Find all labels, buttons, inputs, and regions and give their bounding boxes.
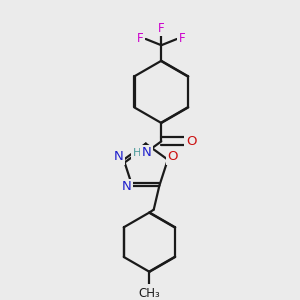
Text: F: F bbox=[178, 32, 185, 46]
Text: F: F bbox=[137, 32, 144, 46]
Text: O: O bbox=[186, 135, 196, 148]
Text: F: F bbox=[158, 22, 165, 35]
Text: CH₃: CH₃ bbox=[139, 287, 160, 300]
Text: H: H bbox=[133, 148, 141, 158]
Text: N: N bbox=[122, 181, 132, 194]
Text: N: N bbox=[142, 146, 152, 159]
Text: N: N bbox=[114, 150, 124, 163]
Text: O: O bbox=[168, 150, 178, 163]
